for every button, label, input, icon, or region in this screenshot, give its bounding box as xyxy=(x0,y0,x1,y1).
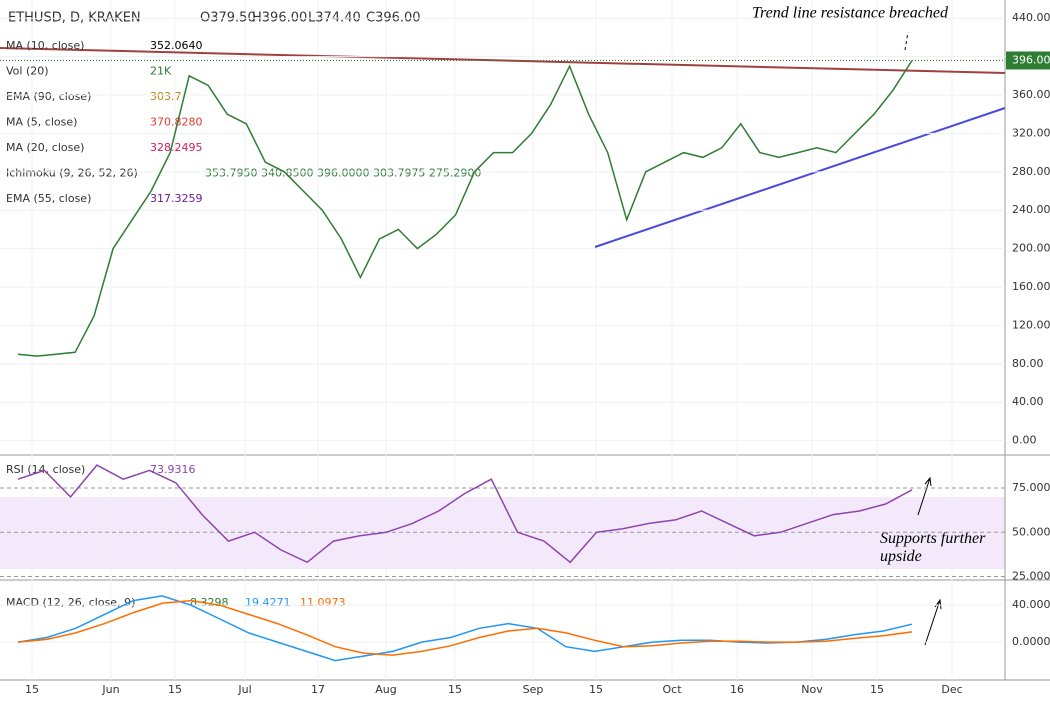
series-line xyxy=(17,60,913,357)
arrow xyxy=(924,598,942,646)
y-tick-label: 120.00 xyxy=(1012,318,1050,331)
y-tick-label: 50.0000 xyxy=(1012,525,1050,538)
y-tick-label: 25.0000 xyxy=(1012,569,1050,582)
annotation-box: Supports further upside xyxy=(880,530,986,565)
x-tick-label: 16 xyxy=(730,683,744,696)
macd-value: 19.4271 xyxy=(245,596,291,609)
rsi-value: 73.9316 xyxy=(150,463,196,476)
annotation: Supports further upside xyxy=(880,530,986,565)
indicator-label: Ichimoku (9, 26, 52, 26) xyxy=(6,167,138,180)
y-tick-label: 0.00 xyxy=(1012,434,1037,447)
y-tick-label: 440.00 xyxy=(1012,11,1050,24)
y-tick-label: 80.00 xyxy=(1012,357,1044,370)
y-tick-label: 360.00 xyxy=(1012,88,1050,101)
series-line xyxy=(17,595,913,662)
indicator-value: 370.8280 xyxy=(150,116,203,129)
resistance-trend-line xyxy=(0,47,1006,74)
indicator-value: 328.2495 xyxy=(150,141,203,154)
y-tick-label: 40.0000 xyxy=(1012,598,1050,611)
arrow xyxy=(917,476,932,516)
x-tick-label: 15 xyxy=(448,683,462,696)
rsi-title: RSI (14, close) xyxy=(6,463,85,476)
indicator-value: 352.0640 xyxy=(150,39,203,52)
series-line xyxy=(17,464,913,564)
x-tick-label: Dec xyxy=(941,683,962,696)
series-line xyxy=(17,599,913,656)
y-tick-label: 200.00 xyxy=(1012,242,1050,255)
x-tick-label: Jun xyxy=(101,683,119,696)
y-tick-label: 0.0000 xyxy=(1012,635,1050,648)
rsi-band xyxy=(0,497,1005,569)
y-tick-label: 40.00 xyxy=(1012,395,1044,408)
indicator-value: 21K xyxy=(150,65,172,78)
x-tick-label: Nov xyxy=(801,683,823,696)
y-tick-label: 280.00 xyxy=(1012,165,1050,178)
indicator-value: 353.7950 340.8500 396.0000 303.7975 275.… xyxy=(205,167,481,180)
x-tick-label: 15 xyxy=(25,683,39,696)
indicator-label: EMA (55, close) xyxy=(6,192,91,205)
indicator-value: 317.3259 xyxy=(150,192,203,205)
indicator-label: Vol (20) xyxy=(6,65,49,78)
price-tag xyxy=(1006,51,1050,70)
indicator-label: EMA (90, close) xyxy=(6,90,91,103)
x-tick-label: Sep xyxy=(523,683,544,696)
support-trend-line xyxy=(594,107,1006,248)
annotation: Trend line resistance breached xyxy=(752,5,949,22)
x-tick-label: Aug xyxy=(375,683,396,696)
x-tick-label: 17 xyxy=(311,683,325,696)
x-tick-label: 15 xyxy=(589,683,603,696)
indicator-label: MA (5, close) xyxy=(6,116,77,129)
indicator-label: MA (20, close) xyxy=(6,141,84,154)
y-tick-label: 160.00 xyxy=(1012,280,1050,293)
x-tick-label: 15 xyxy=(168,683,182,696)
macd-title: MACD (12, 26, close, 9) xyxy=(6,596,135,609)
indicator-label: MA (10, close) xyxy=(6,39,84,52)
y-tick-label: 320.00 xyxy=(1012,126,1050,139)
y-tick-label: 240.00 xyxy=(1012,203,1050,216)
x-tick-label: Jul xyxy=(237,683,251,696)
macd-value: 11.0973 xyxy=(300,596,346,609)
y-tick-label: 75.0000 xyxy=(1012,481,1050,494)
price-tag-label: 396.00 xyxy=(1012,53,1050,66)
x-tick-label: 15 xyxy=(870,683,884,696)
x-tick-label: Oct xyxy=(662,683,682,696)
indicator-value: 303.7 xyxy=(150,90,182,103)
